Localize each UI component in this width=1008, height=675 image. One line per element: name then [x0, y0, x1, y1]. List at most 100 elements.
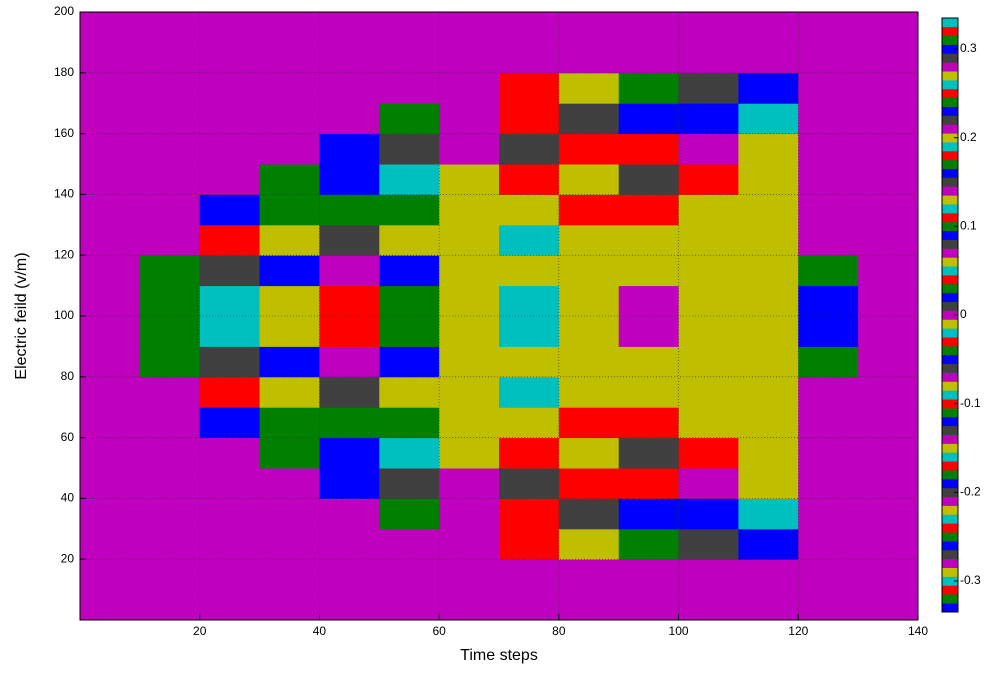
heat-cell	[379, 285, 440, 317]
colorbar-band	[942, 275, 958, 285]
heat-cell	[139, 72, 201, 104]
heat-cell	[678, 103, 739, 135]
heat-cell	[439, 528, 500, 560]
plot-frame	[79, 11, 919, 621]
colorbar-band	[942, 257, 958, 267]
heat-cell	[738, 376, 799, 408]
heat-cell	[439, 72, 500, 104]
heat-cell	[678, 498, 739, 530]
heat-cell	[738, 194, 799, 226]
heat-cell	[618, 133, 680, 165]
heat-cell	[80, 498, 141, 530]
colorbar-band	[942, 168, 958, 178]
heat-cell	[199, 437, 261, 469]
heat-cell	[738, 407, 799, 439]
heat-cell	[139, 12, 201, 43]
heat-cell	[798, 224, 859, 256]
heat-cell	[319, 255, 380, 287]
heat-cell	[199, 498, 261, 530]
heat-cell	[798, 103, 859, 135]
colorbar-tick-label: -0.1	[960, 396, 981, 410]
heat-cell	[139, 224, 201, 256]
heat-cell	[319, 468, 380, 499]
heat-cell	[319, 103, 380, 135]
heat-cell	[379, 589, 440, 621]
heat-cell	[798, 437, 859, 469]
heat-cell	[439, 346, 500, 378]
colorbar-band	[942, 408, 958, 418]
heat-cell	[558, 589, 620, 621]
heat-cell	[678, 42, 739, 74]
colorbar-band	[942, 310, 958, 320]
heat-cell	[738, 437, 799, 469]
heat-cell	[199, 12, 261, 43]
colorbar-band	[942, 603, 958, 613]
y-tick-label: 200	[54, 4, 74, 18]
heat-cell	[798, 133, 859, 165]
heat-cell	[199, 224, 261, 256]
colorbar-tick-label: -0.3	[960, 573, 981, 587]
y-tick-label: 160	[54, 126, 74, 140]
heat-cell	[139, 407, 201, 439]
heat-cell	[678, 12, 739, 43]
heat-cell	[738, 12, 799, 43]
colorbar-band	[942, 443, 958, 453]
heat-cell	[139, 376, 201, 408]
heat-cell	[439, 407, 500, 439]
heat-cell	[80, 528, 141, 560]
heat-cell	[319, 376, 380, 408]
heat-cell	[259, 346, 320, 378]
heat-cell	[319, 589, 380, 621]
colorbar-band	[942, 487, 958, 498]
heat-cell	[199, 528, 261, 560]
heat-cell	[499, 376, 560, 408]
heat-cell	[259, 133, 320, 165]
colorbar-band	[942, 541, 958, 551]
colorbar-band	[942, 283, 958, 294]
heat-cell	[858, 72, 919, 104]
x-tick-label: 60	[432, 624, 446, 638]
colorbar-band	[942, 523, 958, 533]
heat-cell	[618, 589, 680, 621]
heat-cell	[798, 589, 859, 621]
heat-cell	[199, 255, 261, 287]
colorbar-band	[942, 514, 958, 524]
heat-cell	[199, 468, 261, 499]
heat-cell	[379, 498, 440, 530]
heat-cell	[558, 12, 620, 43]
colorbar-band	[942, 221, 958, 232]
y-tick-label: 120	[54, 247, 74, 261]
colorbar-band	[942, 425, 958, 435]
heat-cell	[558, 285, 620, 317]
heat-cell	[379, 12, 440, 43]
heat-cell	[199, 316, 261, 347]
heat-cell	[379, 528, 440, 560]
heat-cell	[618, 407, 680, 439]
heat-cell	[618, 559, 680, 591]
colorbar-band	[942, 239, 958, 249]
heat-cell	[439, 164, 500, 195]
heat-cell	[259, 498, 320, 530]
heat-cell	[558, 407, 620, 439]
heat-cell	[618, 376, 680, 408]
heat-cell	[858, 164, 919, 195]
colorbar-band	[942, 44, 958, 54]
colorbar-band	[942, 558, 958, 568]
heat-cell	[798, 12, 859, 43]
colorbar-band	[942, 159, 958, 170]
x-tick-label: 120	[788, 624, 808, 638]
colorbar-band	[942, 479, 958, 489]
heat-cell	[558, 72, 620, 104]
colorbar-band	[942, 97, 958, 107]
heat-cell	[80, 559, 141, 591]
heat-cell	[558, 316, 620, 347]
heat-cell	[319, 224, 380, 256]
heat-cell	[439, 42, 500, 74]
heat-cell	[80, 255, 141, 287]
heat-cell	[858, 316, 919, 347]
colorbar-band	[942, 88, 958, 99]
heat-cell	[379, 559, 440, 591]
heat-cell	[80, 103, 141, 135]
heat-cell	[439, 316, 500, 347]
heat-cell	[379, 103, 440, 135]
